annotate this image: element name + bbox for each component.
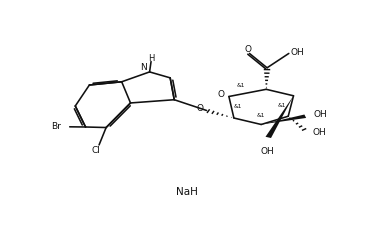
Text: O: O <box>217 90 224 99</box>
Polygon shape <box>261 114 306 124</box>
Text: Br: Br <box>52 123 61 131</box>
Polygon shape <box>266 96 293 138</box>
Text: OH: OH <box>261 147 274 156</box>
Text: Cl: Cl <box>92 146 100 155</box>
Text: NaH: NaH <box>176 187 198 197</box>
Text: &1: &1 <box>278 103 287 108</box>
Text: &1: &1 <box>237 83 246 88</box>
Text: O: O <box>196 104 203 113</box>
Text: H: H <box>148 54 154 63</box>
Text: OH: OH <box>290 48 304 57</box>
Text: OH: OH <box>313 110 327 119</box>
Text: &1: &1 <box>257 113 265 118</box>
Text: N: N <box>140 63 147 72</box>
Text: OH: OH <box>313 128 326 137</box>
Text: O: O <box>244 45 252 54</box>
Text: &1: &1 <box>233 104 242 110</box>
